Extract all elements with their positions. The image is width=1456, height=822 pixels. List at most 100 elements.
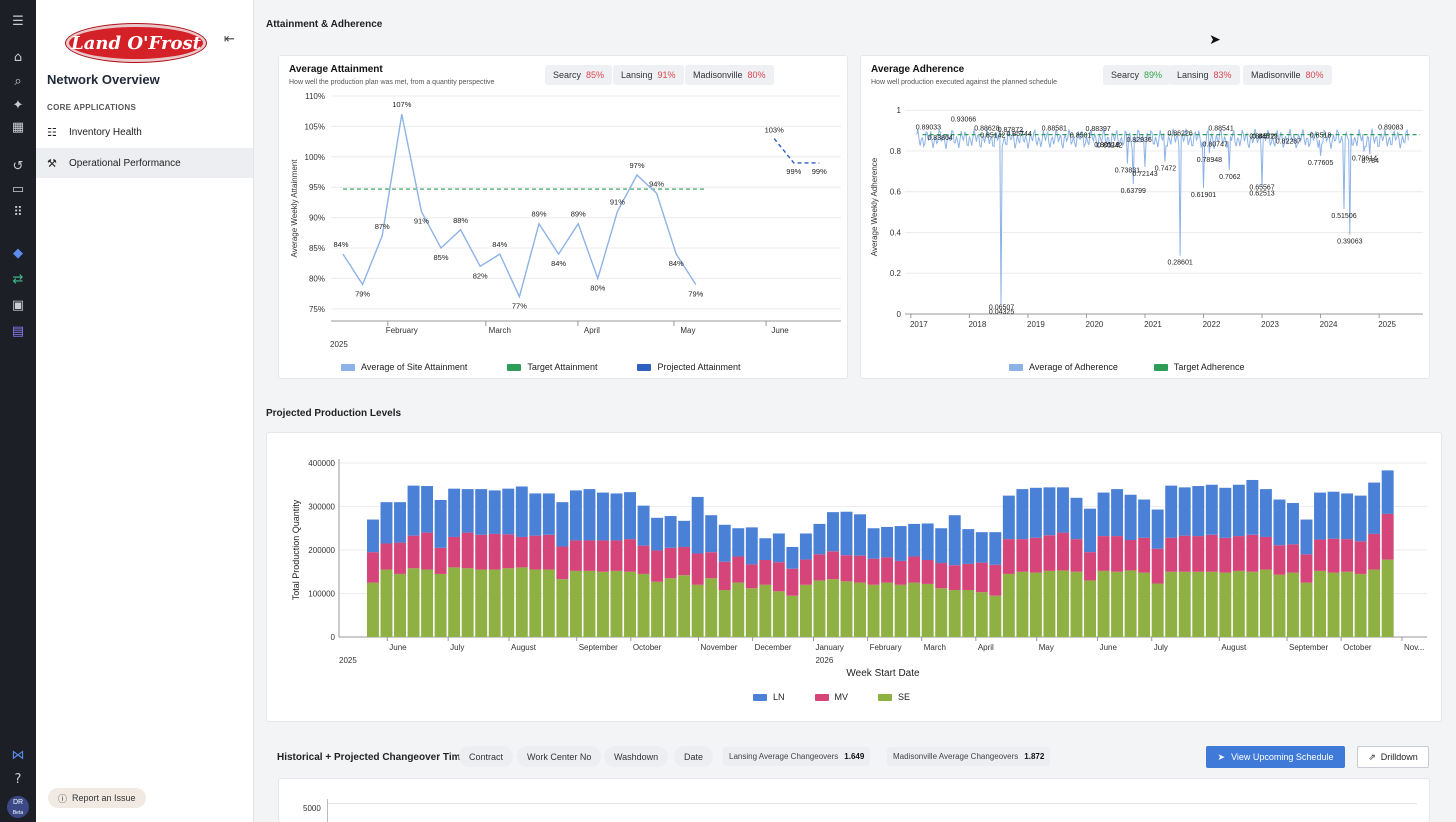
section-title-attainment-adherence: Attainment & Adherence [266,19,383,30]
adherence-card: Average Adherence How well production ex… [860,55,1430,379]
calendar-icon[interactable]: ▣ [11,297,25,313]
data-label: 99% [812,167,827,176]
attainment-card: Average Attainment How well the producti… [278,55,848,379]
bar-se [597,571,609,637]
x-tick-label: July [450,643,464,652]
bar-mv [1165,537,1178,572]
data-label: 0.85744 [1006,131,1031,138]
bar-mv [529,535,542,570]
bar-ln [583,489,596,541]
legend-item[interactable]: MV [814,692,848,702]
legend-item[interactable]: LN [753,692,785,702]
production-legend: LN MV SE [753,692,910,702]
bar-se [1097,570,1110,637]
adherence-chart: 0 0.2 0.4 0.6 0.8 1 2017 2018 2019 2020 2021 2022 20… [870,106,1423,329]
avg-label: Madisonville Average Changeovers [893,752,1019,761]
legend-label: Projected Attainment [657,362,741,372]
bar-mv [1232,536,1245,571]
legend-item[interactable]: SE [878,692,910,702]
bar-mv [1246,534,1259,572]
data-label: 0.80518 [1094,142,1119,149]
notifications-icon[interactable]: ✦ [12,97,24,113]
legend-item[interactable]: Target Attainment [507,362,597,372]
x-tick-label: April [978,643,994,652]
help-icon[interactable]: ? [14,771,22,787]
menu-icon[interactable]: ☰ [12,13,24,29]
bar-ln [664,516,677,548]
x-tick-label: 2021 [1144,320,1162,329]
cube-icon[interactable]: ◆ [13,245,23,261]
history-icon[interactable]: ↺ [12,158,24,174]
data-label: 0.63799 [1121,188,1146,195]
filter-washdown[interactable]: Washdown [604,746,669,767]
home-icon[interactable]: ⌂ [13,49,23,65]
site-value: 91% [657,70,676,80]
bar-mv [840,555,853,582]
data-label: 0.82936 [1126,137,1151,144]
x-axis-title: Week Start Date [846,668,920,679]
collapse-sidebar-icon[interactable]: ⇤ [224,32,235,47]
data-label: 79% [355,290,370,299]
bar-se [1327,572,1340,637]
inventory-icon[interactable]: ▦ [11,119,25,135]
bar-ln [867,528,880,559]
filter-work-center[interactable]: Work Center No [517,746,602,767]
x-tick-label: 2018 [968,320,986,329]
bar-se [583,570,596,637]
search-icon[interactable]: ⌕ [14,73,22,89]
data-label: 91% [414,217,429,226]
bar-se [786,595,799,637]
bar-ln [475,489,488,535]
data-label: 79% [688,290,703,299]
x-tick-label: February [870,643,902,652]
legend-item[interactable]: Average of Adherence [1009,362,1118,372]
bar-mv [583,540,596,571]
sidebar-item-inventory-health[interactable]: ☷ Inventory Health [36,117,253,147]
changeover-chart-card: 5000 [278,778,1430,822]
bar-se [813,580,826,637]
bar-se [461,568,474,637]
bar-ln [678,520,691,547]
attainment-title: Average Attainment [289,64,383,75]
workflow-icon[interactable]: ⇄ [12,271,24,287]
bar-mv [1341,539,1354,572]
legend-item[interactable]: Target Adherence [1153,362,1244,372]
report-issue-button[interactable]: ⓘ Report an Issue [48,788,146,808]
folder-icon[interactable]: ▭ [11,181,25,197]
bar-mv [502,534,515,569]
data-label: 0.79614 [1352,156,1377,163]
x-tick-sublabel: 2025 [339,656,357,665]
bar-ln [705,515,718,553]
bar-se [529,569,542,637]
production-chart: 0 100000 200000 300000 400000 June 2025 July Aug… [291,459,1427,679]
data-label: 84% [333,240,348,249]
bar-mv [556,546,569,580]
view-upcoming-schedule-button[interactable]: ➤ View Upcoming Schedule [1206,746,1345,768]
site-name: Lansing [1177,70,1209,80]
monitor-icon[interactable]: ▤ [11,323,25,339]
filter-date[interactable]: Date [674,746,714,767]
x-tick-label: September [1289,643,1328,652]
apps-grid-icon[interactable]: ⠿ [13,204,23,220]
legend-item[interactable]: Average of Site Attainment [341,362,467,372]
filter-contract[interactable]: Contract [459,746,514,767]
x-tick-label: June [1100,643,1118,652]
bar-ln [1097,492,1110,537]
drilldown-button[interactable]: ⇗ Drilldown [1357,746,1429,768]
sidebar-item-operational-performance[interactable]: ⚒ Operational Performance [36,148,253,178]
bar-se [610,570,623,637]
hammer-icon: ⚒ [47,156,57,170]
avatar[interactable]: DR Beta [7,796,29,818]
bar-mv [475,534,488,570]
bar-mv [1111,536,1124,572]
data-label: 89% [571,210,586,219]
x-tick-label: November [700,643,737,652]
bar-mv [1287,544,1299,573]
projected-line [773,138,820,164]
brand-logo[interactable]: Land O'Frost [66,24,206,62]
hierarchy-icon[interactable]: ⋈ [11,747,25,763]
y-axis-title: Total Production Quantity [291,499,301,600]
bar-se [1138,572,1151,637]
bar-se [394,573,406,637]
legend-item[interactable]: Projected Attainment [637,362,741,372]
